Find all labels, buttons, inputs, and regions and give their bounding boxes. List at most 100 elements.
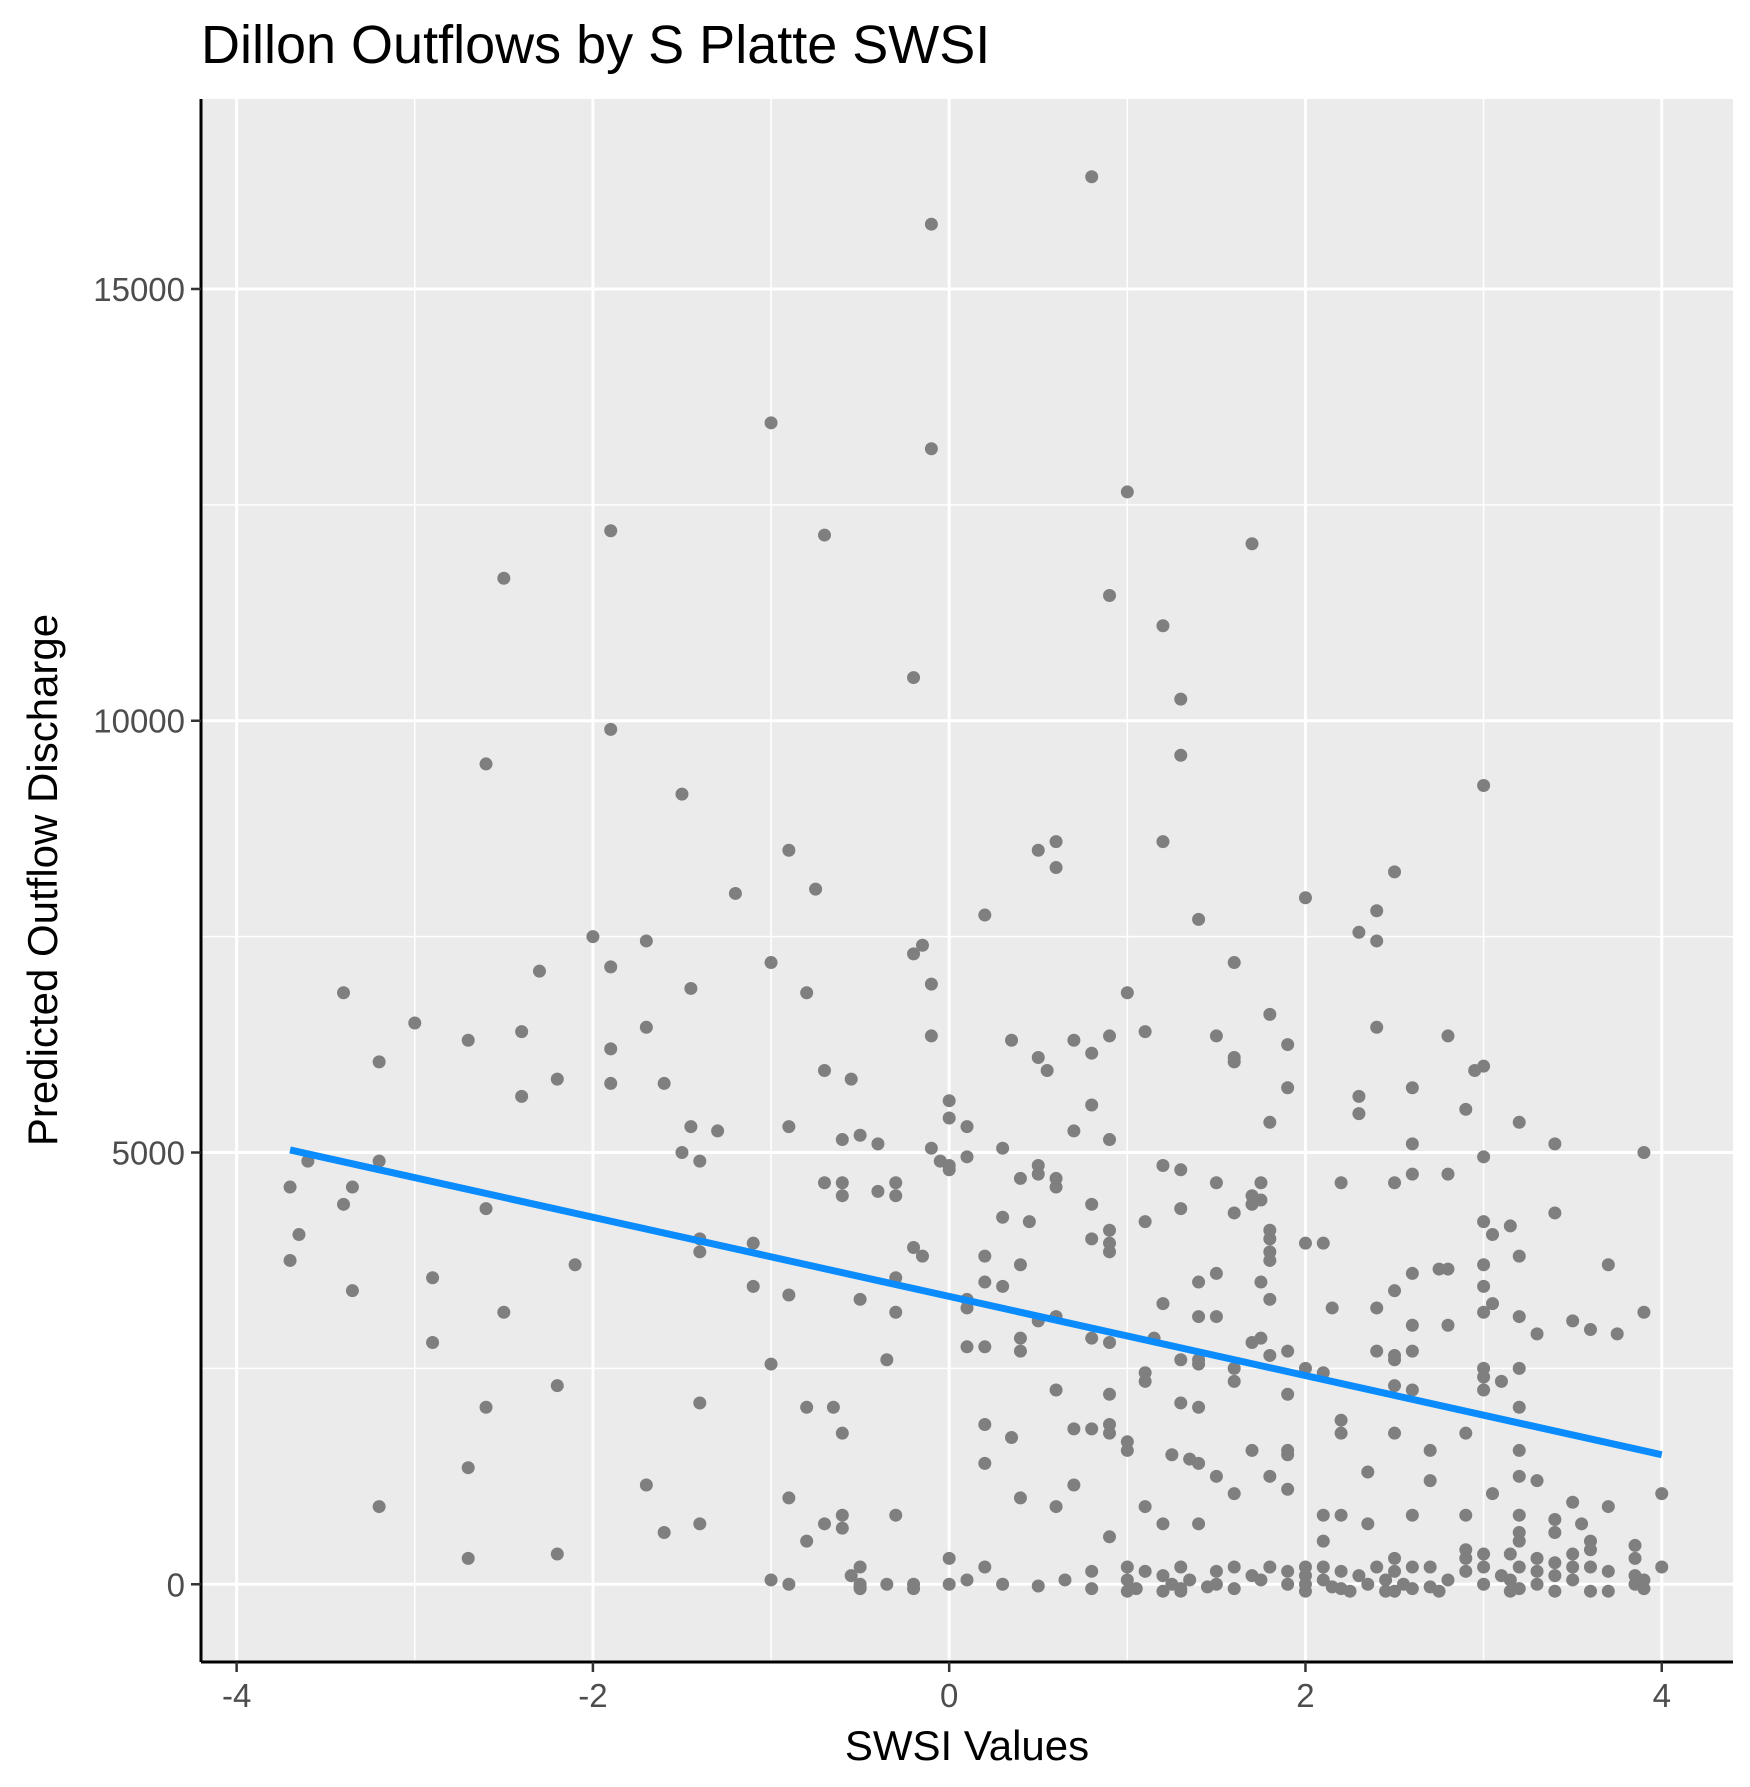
data-point xyxy=(835,1133,849,1147)
y-tick-label: 5000 xyxy=(112,1135,185,1172)
data-point xyxy=(461,1033,475,1047)
data-point xyxy=(835,1521,849,1535)
data-point xyxy=(1477,1547,1491,1561)
data-point xyxy=(1254,1331,1268,1345)
data-point xyxy=(1227,1374,1241,1388)
data-point xyxy=(1388,1564,1402,1578)
data-point xyxy=(1477,1383,1491,1397)
data-point xyxy=(1601,1564,1615,1578)
data-point xyxy=(1263,1253,1277,1267)
data-point xyxy=(1405,1560,1419,1574)
data-point xyxy=(1085,1098,1099,1112)
data-point xyxy=(1459,1564,1473,1578)
plot-panel xyxy=(201,99,1733,1662)
data-point xyxy=(1263,1115,1277,1129)
data-point xyxy=(1263,1232,1277,1246)
data-point xyxy=(1370,1344,1384,1358)
data-point xyxy=(1628,1538,1642,1552)
data-point xyxy=(1548,1513,1562,1527)
data-point xyxy=(684,1120,698,1134)
y-tick-label: 10000 xyxy=(93,703,185,740)
data-point xyxy=(1477,1305,1491,1319)
data-point xyxy=(1174,692,1188,706)
data-point xyxy=(978,1275,992,1289)
data-point xyxy=(1334,1413,1348,1427)
data-point xyxy=(1174,748,1188,762)
data-point xyxy=(817,528,831,542)
data-point xyxy=(1281,1577,1295,1591)
data-point xyxy=(1067,1422,1081,1436)
data-point xyxy=(1530,1564,1544,1578)
data-point xyxy=(1388,1284,1402,1298)
data-point xyxy=(1512,1560,1526,1574)
data-point xyxy=(675,787,689,801)
data-point xyxy=(337,1197,351,1211)
data-point xyxy=(1530,1474,1544,1488)
data-point xyxy=(426,1335,440,1349)
data-point xyxy=(1031,1167,1045,1181)
data-point xyxy=(1245,1197,1259,1211)
data-point xyxy=(1298,1584,1312,1598)
y-axis-title: Predicted Outflow Discharge xyxy=(19,614,66,1146)
data-point xyxy=(1227,1206,1241,1220)
data-point xyxy=(1441,1573,1455,1587)
data-point xyxy=(889,1508,903,1522)
data-point xyxy=(1227,1487,1241,1501)
data-point xyxy=(1103,589,1117,603)
data-point xyxy=(1281,1387,1295,1401)
data-point xyxy=(1601,1500,1615,1514)
x-tick-label: 0 xyxy=(940,1677,958,1714)
data-point xyxy=(1628,1551,1642,1565)
data-point xyxy=(1583,1543,1597,1557)
data-point xyxy=(408,1016,422,1030)
data-point xyxy=(1512,1361,1526,1375)
data-point xyxy=(809,882,823,896)
data-point xyxy=(1120,1560,1134,1574)
data-point xyxy=(1583,1584,1597,1598)
data-point xyxy=(853,1128,867,1142)
data-point xyxy=(1227,1560,1241,1574)
data-point xyxy=(657,1525,671,1539)
data-point xyxy=(1049,861,1063,875)
data-point xyxy=(1530,1551,1544,1565)
data-point xyxy=(693,1396,707,1410)
data-point xyxy=(1637,1582,1651,1596)
data-point xyxy=(292,1228,306,1242)
data-point xyxy=(1512,1534,1526,1548)
data-point xyxy=(657,1076,671,1090)
data-point xyxy=(1441,1262,1455,1276)
data-point xyxy=(942,1551,956,1565)
data-point xyxy=(1040,1063,1054,1077)
data-point xyxy=(835,1189,849,1203)
data-point xyxy=(1370,934,1384,948)
data-point xyxy=(996,1141,1010,1155)
data-point xyxy=(345,1284,359,1298)
data-point xyxy=(1548,1525,1562,1539)
data-point xyxy=(1379,1584,1393,1598)
data-point xyxy=(1352,925,1366,939)
data-point xyxy=(1085,1232,1099,1246)
data-points xyxy=(283,170,1669,1598)
x-tick-label: -4 xyxy=(222,1677,251,1714)
data-point xyxy=(1085,1331,1099,1345)
data-point xyxy=(1298,1236,1312,1250)
data-point xyxy=(1209,1029,1223,1043)
data-point xyxy=(942,1111,956,1125)
data-point xyxy=(1441,1029,1455,1043)
data-point xyxy=(1120,1573,1134,1587)
data-point xyxy=(1156,1584,1170,1598)
data-point xyxy=(1200,1580,1214,1594)
data-point xyxy=(1049,1180,1063,1194)
data-point xyxy=(283,1253,297,1267)
data-point xyxy=(1423,1580,1437,1594)
data-point xyxy=(1388,1551,1402,1565)
data-point xyxy=(1245,537,1259,551)
data-point xyxy=(1423,1474,1437,1488)
data-point xyxy=(1575,1517,1589,1531)
data-point xyxy=(1370,1560,1384,1574)
data-point xyxy=(835,1508,849,1522)
data-point xyxy=(1388,1426,1402,1440)
data-point xyxy=(1067,1124,1081,1138)
data-point xyxy=(1512,1249,1526,1263)
data-point xyxy=(1477,1258,1491,1272)
